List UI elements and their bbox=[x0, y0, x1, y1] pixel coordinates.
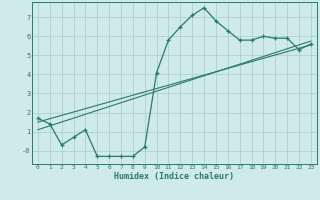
X-axis label: Humidex (Indice chaleur): Humidex (Indice chaleur) bbox=[115, 172, 234, 181]
